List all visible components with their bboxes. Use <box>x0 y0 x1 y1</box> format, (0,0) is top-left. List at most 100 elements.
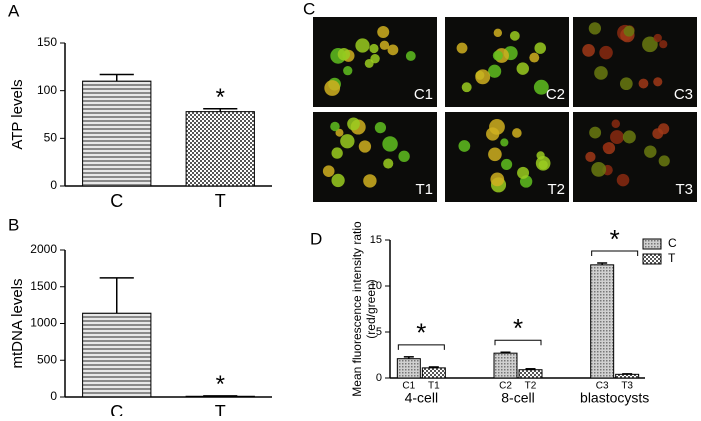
cell <box>534 42 546 54</box>
significance-mark: * <box>216 84 225 111</box>
cell <box>379 40 390 50</box>
cell <box>653 33 662 43</box>
cell <box>458 140 471 152</box>
bar-label: C2 <box>499 381 512 392</box>
cell <box>619 77 633 91</box>
cell <box>594 66 608 80</box>
significance-bracket <box>494 339 542 346</box>
cell <box>355 38 370 53</box>
y-tick-label: 5 <box>376 326 382 338</box>
cell <box>623 25 635 37</box>
y-tick-label: 50 <box>44 131 58 145</box>
y-tick-label: 0 <box>50 178 57 192</box>
y-tick-label: 500 <box>37 352 57 366</box>
y-axis-title: ATP levels <box>9 79 26 149</box>
significance-mark: * <box>513 313 523 343</box>
cell <box>644 145 657 158</box>
y-axis-title: mtDNA levels <box>9 278 26 368</box>
cell <box>529 52 540 63</box>
significance-bracket <box>591 250 639 256</box>
bar <box>493 352 518 379</box>
cell <box>475 69 491 85</box>
cell <box>382 136 398 152</box>
cell <box>536 151 545 160</box>
x-tick-label: C <box>110 191 123 211</box>
cell <box>347 117 360 131</box>
bar <box>421 367 446 379</box>
micrograph-label: C2 <box>546 86 565 103</box>
cell <box>589 126 602 139</box>
cell <box>588 22 602 35</box>
legend-label: T <box>668 251 676 265</box>
bar <box>82 312 152 398</box>
cell <box>387 44 399 56</box>
legend-swatch <box>642 253 662 265</box>
cell <box>591 161 607 177</box>
cell <box>343 66 353 76</box>
x-tick-label: 8-cell <box>501 390 534 406</box>
cell <box>363 174 377 188</box>
y-axis-title: Mean fluorescence intensity ratio <box>350 221 364 397</box>
significance-bracket <box>397 344 445 350</box>
cell <box>369 43 379 54</box>
bar-label: T1 <box>428 381 440 392</box>
panel-label: D <box>310 229 322 248</box>
micrograph-label: T1 <box>415 181 433 198</box>
bar-label: C3 <box>596 381 609 392</box>
micrograph-label: T3 <box>675 181 693 198</box>
x-tick-label: T <box>215 402 226 416</box>
micrograph-label: C3 <box>674 86 693 103</box>
cell <box>658 155 670 167</box>
cell <box>610 130 624 144</box>
bar <box>590 264 615 379</box>
panel-label: A <box>8 1 20 20</box>
cell <box>512 128 522 138</box>
cell <box>331 173 345 188</box>
cell <box>659 40 668 49</box>
cell <box>538 160 548 170</box>
cell <box>501 158 513 170</box>
cell <box>516 62 529 75</box>
bar-label: C1 <box>402 381 415 392</box>
bar <box>396 358 421 379</box>
cell <box>461 82 472 93</box>
cell <box>611 119 621 129</box>
significance-mark: * <box>610 224 620 254</box>
y-tick-label: 10 <box>370 280 382 292</box>
x-tick-label: C <box>110 402 123 416</box>
cell <box>374 121 387 134</box>
cell <box>616 173 630 187</box>
cell <box>500 138 509 147</box>
cell <box>653 77 663 87</box>
y-tick-label: 2000 <box>30 242 57 256</box>
panel-label: C <box>303 0 315 18</box>
cell <box>493 28 503 38</box>
cell <box>335 128 344 137</box>
micrograph <box>445 112 569 202</box>
cell <box>358 140 372 153</box>
cell <box>492 50 503 61</box>
bar-label: T2 <box>525 381 537 392</box>
cell <box>330 121 340 132</box>
panel-label: B <box>8 215 19 234</box>
cell <box>398 150 410 163</box>
y-tick-label: 100 <box>37 83 57 97</box>
y-tick-label: 0 <box>50 389 57 403</box>
x-tick-label: blastocysts <box>580 390 649 406</box>
cell <box>509 30 520 41</box>
cell <box>638 78 649 89</box>
x-tick-label: 4-cell <box>405 390 438 406</box>
cell <box>405 51 416 61</box>
cell <box>533 79 549 95</box>
y-tick-label: 1000 <box>30 316 57 330</box>
significance-mark: * <box>416 318 426 348</box>
cell <box>517 166 530 179</box>
cell <box>642 36 658 53</box>
cell <box>622 130 636 144</box>
bar <box>82 80 152 187</box>
cell <box>340 134 355 149</box>
cell <box>377 25 390 38</box>
y-tick-label: 150 <box>37 35 57 49</box>
x-tick-label: T <box>215 191 226 211</box>
